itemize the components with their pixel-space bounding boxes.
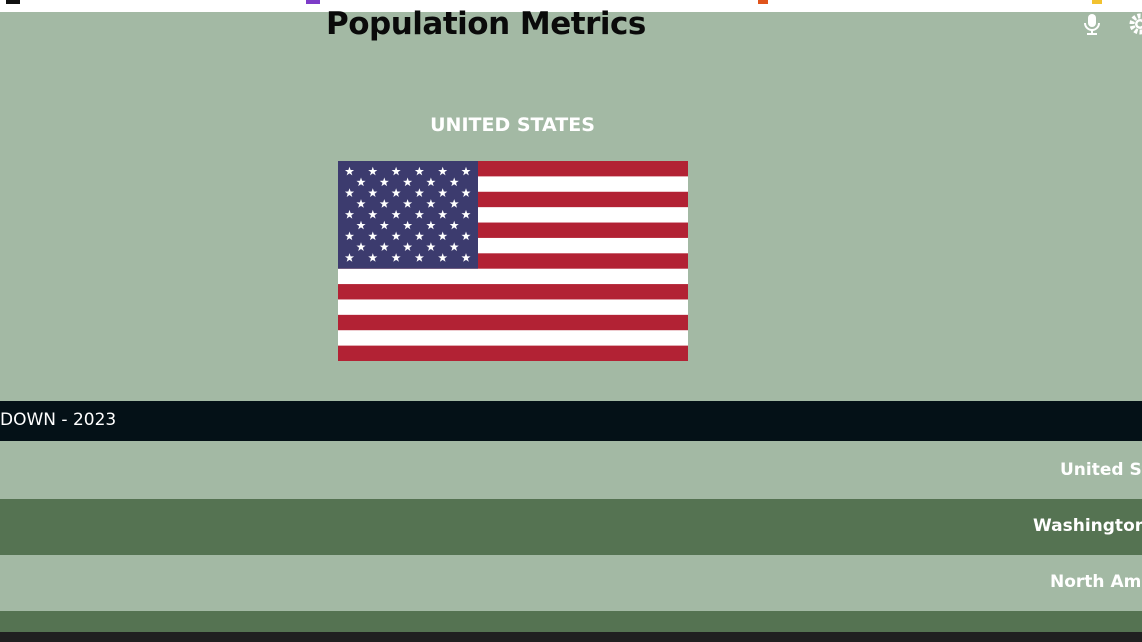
flag-part: [344, 166, 355, 176]
country-name: UNITED STATES: [430, 114, 595, 136]
flag-part: [338, 314, 688, 331]
taskbar: [0, 632, 1142, 642]
flag-part: [379, 177, 389, 187]
flag-part: [449, 199, 459, 208]
icon: [1092, 0, 1102, 4]
flag-part: [368, 231, 378, 241]
flag-part: [426, 199, 436, 208]
flag-part: [403, 220, 413, 230]
flag-part: [461, 231, 471, 241]
table-row: [0, 499, 1142, 555]
flag-part: [461, 253, 471, 262]
flag-part: [338, 284, 688, 300]
flag-part: [391, 188, 401, 197]
mic-button[interactable]: [1082, 12, 1102, 36]
flag-part: [438, 231, 448, 241]
flag-part: [344, 253, 355, 262]
settings-button[interactable]: [1128, 12, 1142, 36]
flag-part: [438, 253, 448, 262]
flag-part: [461, 188, 471, 197]
flag-part: [379, 242, 389, 251]
flag-part: [338, 345, 688, 361]
flag-part: [344, 188, 355, 197]
flag-part: [449, 242, 459, 251]
flag-part: [403, 242, 413, 251]
flag-part: [356, 220, 366, 230]
flag: [338, 161, 688, 361]
flag-part: [426, 177, 436, 187]
table-row: [0, 441, 1142, 499]
flag-part: [344, 209, 355, 219]
table-caption: DOWN - 2023: [0, 410, 117, 430]
flag-part: [338, 299, 688, 316]
table-header: [0, 401, 1142, 441]
flag-part: [391, 209, 401, 219]
flag-part: [379, 199, 389, 208]
flag-part: [403, 177, 413, 187]
flag-part: [338, 268, 688, 285]
flag-part: [414, 188, 424, 197]
flag-part: [356, 177, 366, 187]
flag-part: [368, 188, 378, 197]
flag-part: [368, 253, 378, 262]
flag-part: [368, 209, 378, 219]
flag-part: [461, 166, 471, 176]
flag-part: [449, 220, 459, 230]
table-row: [0, 555, 1142, 611]
flag-part: [438, 166, 448, 176]
flag-part: [391, 253, 401, 262]
flag-part: [338, 330, 688, 347]
flag-part: [338, 161, 478, 269]
page-title: Population Metrics: [326, 6, 646, 42]
flag-part: [426, 242, 436, 251]
flag-part: [391, 231, 401, 241]
row-text: North Ame: [1050, 572, 1142, 592]
flag-part: [368, 166, 378, 176]
flag-part: [414, 166, 424, 176]
flag-part: [414, 231, 424, 241]
flag-part: [403, 199, 413, 208]
flag-part: [379, 220, 389, 230]
flag-part: [438, 209, 448, 219]
row-text: United Sta: [1060, 460, 1142, 480]
flag-part: [414, 209, 424, 219]
icon: [306, 0, 320, 4]
flag-part: [356, 199, 366, 208]
flag-part: [356, 242, 366, 251]
flag-part: [449, 177, 459, 187]
flag-part: [414, 253, 424, 262]
icon: [758, 0, 768, 4]
browser-bar: [0, 0, 1142, 12]
flag-part: [461, 209, 471, 219]
flag-part: [438, 188, 448, 197]
flag-part: [344, 231, 355, 241]
row-text: Washington,: [1033, 516, 1142, 536]
icon: [6, 0, 20, 4]
flag-part: [391, 166, 401, 176]
table-row: [0, 611, 1142, 632]
flag-part: [426, 220, 436, 230]
